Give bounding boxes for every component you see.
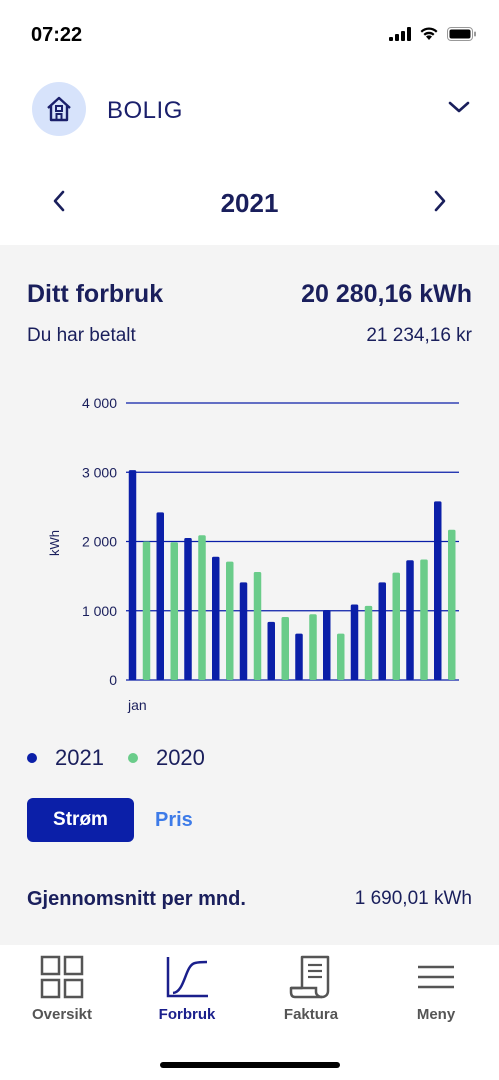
bar	[406, 560, 414, 680]
signal-icon	[389, 26, 411, 41]
status-time: 07:22	[31, 24, 83, 46]
bar	[434, 501, 442, 680]
bar	[128, 470, 137, 680]
battery-icon	[447, 26, 476, 41]
status-bar: 07:22	[0, 0, 499, 70]
property-selector[interactable]: BOLIG	[32, 82, 472, 138]
bar	[364, 605, 373, 680]
tab-faktura[interactable]: Faktura	[256, 955, 366, 1023]
legend-label: 2020	[155, 745, 205, 770]
bar	[198, 535, 206, 680]
chart-curve-icon	[166, 957, 208, 998]
bar	[184, 538, 192, 680]
average-label: Gjennomsnitt per mnd.	[27, 888, 246, 910]
chart-legend: 2021 2020	[27, 745, 229, 771]
bar	[142, 541, 151, 680]
y-tick-label: 4 000	[82, 395, 117, 411]
bar	[350, 604, 359, 680]
status-icons	[389, 26, 477, 41]
chevron-down-icon[interactable]	[448, 100, 470, 114]
paid-value: 21 234,16 kr	[366, 325, 472, 346]
y-tick-label: 1 000	[82, 603, 117, 619]
tab-oversikt[interactable]: Oversikt	[7, 955, 117, 1023]
grid-icon	[40, 955, 84, 999]
bar	[295, 633, 303, 680]
bar	[323, 610, 331, 680]
bar	[226, 561, 234, 680]
invoice-icon	[289, 955, 330, 999]
home-indicator	[160, 1062, 340, 1068]
tab-label: Meny	[416, 1006, 456, 1023]
bar	[337, 633, 345, 680]
bar	[392, 572, 400, 680]
wifi-icon	[420, 27, 438, 40]
view-toggle: Strøm Pris	[27, 798, 193, 842]
bar	[156, 512, 164, 680]
y-tick-label: 3 000	[82, 464, 117, 480]
consumption-panel: Ditt forbruk 20 280,16 kWh Du har betalt…	[0, 245, 499, 945]
legend-dot	[127, 753, 138, 763]
bar	[267, 621, 275, 680]
y-tick-label: 2 000	[82, 534, 117, 550]
legend-label: 2021	[55, 745, 104, 770]
year-navigation: 2021	[0, 180, 499, 224]
average-value: 1 690,01 kWh	[354, 888, 472, 909]
legend-dot	[27, 753, 37, 763]
pris-button[interactable]: Pris	[155, 808, 193, 831]
bar	[212, 556, 220, 680]
chevron-right-icon[interactable]	[433, 190, 447, 212]
bar	[309, 614, 317, 680]
paid-label: Du har betalt	[27, 325, 136, 346]
tab-meny[interactable]: Meny	[381, 955, 491, 1023]
property-name: BOLIG	[107, 97, 183, 124]
bar	[420, 559, 428, 680]
bar	[281, 616, 289, 680]
legend-item-2020: 2020	[127, 745, 205, 771]
usage-title: Ditt forbruk	[27, 280, 164, 308]
y-tick-label: 0	[109, 672, 117, 688]
legend-item-2021: 2021	[27, 745, 104, 771]
bar	[170, 542, 178, 680]
consumption-chart: 4 000 3 000 2 000 1 000 0 kWh jan	[47, 395, 459, 713]
tab-label: Oversikt	[31, 1006, 93, 1023]
house-avatar	[32, 82, 86, 136]
year-label: 2021	[220, 188, 279, 218]
chevron-left-icon[interactable]	[52, 190, 66, 212]
bar	[253, 571, 262, 680]
strom-button[interactable]: Strøm	[27, 798, 134, 842]
house-icon	[47, 96, 71, 122]
bar	[378, 582, 386, 680]
bar	[239, 582, 248, 680]
usage-value: 20 280,16 kWh	[301, 280, 472, 308]
bottom-tab-bar: Oversikt Forbruk Faktura Meny	[0, 945, 499, 1080]
x-tick-label: jan	[127, 697, 147, 713]
bar	[448, 529, 456, 680]
tab-forbruk[interactable]: Forbruk	[132, 955, 242, 1023]
tab-label: Faktura	[283, 1006, 339, 1023]
menu-icon	[418, 965, 454, 989]
tab-label: Forbruk	[158, 1006, 216, 1023]
y-axis-label: kWh	[47, 530, 62, 556]
